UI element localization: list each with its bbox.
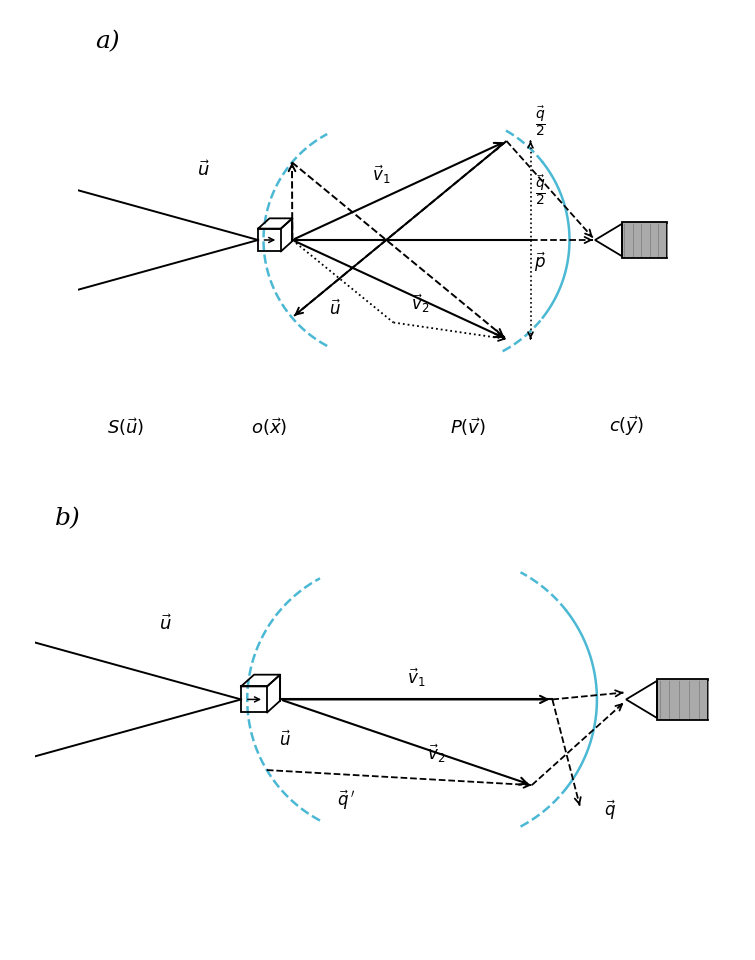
Text: $\vec{q}$: $\vec{q}$ <box>604 799 616 823</box>
Bar <box>241 686 267 712</box>
Text: b): b) <box>55 508 81 531</box>
Text: $\vec{u}$: $\vec{u}$ <box>279 731 291 750</box>
Bar <box>657 679 708 720</box>
Text: a): a) <box>95 30 120 53</box>
Text: $\dfrac{\vec{q}}{2}$: $\dfrac{\vec{q}}{2}$ <box>535 174 546 207</box>
Text: $\dfrac{\vec{q}}{2}$: $\dfrac{\vec{q}}{2}$ <box>535 104 546 138</box>
Text: $\vec{p}$: $\vec{p}$ <box>534 251 546 275</box>
Text: $\vec{v}_1$: $\vec{v}_1$ <box>372 163 390 185</box>
Text: $S(\vec{u})$: $S(\vec{u})$ <box>107 416 144 438</box>
Text: $c(\vec{y})$: $c(\vec{y})$ <box>609 414 644 438</box>
Bar <box>258 228 281 252</box>
Text: $\vec{v}_2$: $\vec{v}_2$ <box>411 293 430 315</box>
Text: $\vec{u}$: $\vec{u}$ <box>329 300 341 320</box>
Text: $\vec{q}\,'$: $\vec{q}\,'$ <box>337 788 356 812</box>
Text: $\vec{v}_2$: $\vec{v}_2$ <box>427 742 445 765</box>
Text: $P(\vec{v})$: $P(\vec{v})$ <box>449 416 485 438</box>
Text: $\vec{v}_1$: $\vec{v}_1$ <box>407 666 425 689</box>
Text: $\vec{u}$: $\vec{u}$ <box>197 160 210 180</box>
Text: $o(\vec{x})$: $o(\vec{x})$ <box>251 416 288 438</box>
Text: $\vec{u}$: $\vec{u}$ <box>159 614 171 635</box>
Bar <box>622 222 667 258</box>
